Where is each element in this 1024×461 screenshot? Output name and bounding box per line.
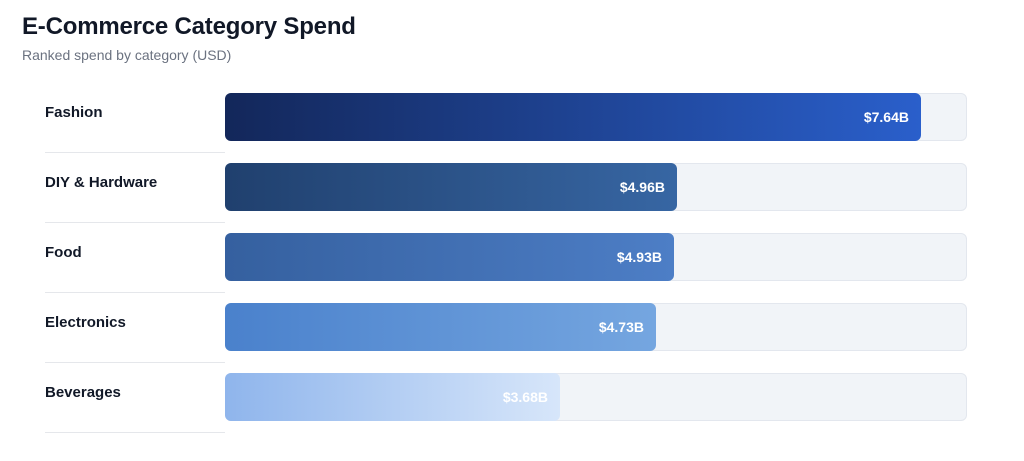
category-label: Food bbox=[45, 244, 82, 261]
bar[interactable] bbox=[225, 93, 921, 141]
bar-row: Beverages $3.68B bbox=[45, 368, 969, 438]
bar-row: Fashion $7.64B bbox=[45, 88, 969, 158]
bar-value-label: $4.73B bbox=[598, 319, 644, 335]
bar-row: Electronics $4.73B bbox=[45, 298, 969, 368]
bar-chart: Fashion $7.64B DIY & Hardware $4.96B Food $4.… bbox=[45, 88, 969, 438]
bar[interactable] bbox=[225, 373, 560, 421]
bar-value-label: $4.93B bbox=[616, 249, 662, 265]
bar-row: DIY & Hardware $4.96B bbox=[45, 158, 969, 228]
category-label: Fashion bbox=[45, 104, 103, 121]
row-divider bbox=[45, 222, 225, 223]
category-label: Electronics bbox=[45, 314, 126, 331]
chart-title: E-Commerce Category Spend bbox=[22, 13, 356, 40]
bar-value-label: $4.96B bbox=[619, 179, 665, 195]
bar[interactable] bbox=[225, 233, 674, 281]
bar[interactable] bbox=[225, 303, 656, 351]
chart-header: E-Commerce Category Spend Ranked spend b… bbox=[22, 12, 356, 64]
category-label: Beverages bbox=[45, 384, 121, 401]
bar[interactable] bbox=[225, 163, 677, 211]
chart-subtitle: Ranked spend by category (USD) bbox=[22, 47, 232, 63]
row-divider bbox=[45, 292, 225, 293]
row-divider bbox=[45, 432, 225, 433]
bar-row: Food $4.93B bbox=[45, 228, 969, 298]
row-divider bbox=[45, 362, 225, 363]
bar-value-label: $3.68B bbox=[502, 389, 548, 405]
row-divider bbox=[45, 152, 225, 153]
category-label: DIY & Hardware bbox=[45, 174, 158, 191]
bar-value-label: $7.64B bbox=[863, 109, 909, 125]
